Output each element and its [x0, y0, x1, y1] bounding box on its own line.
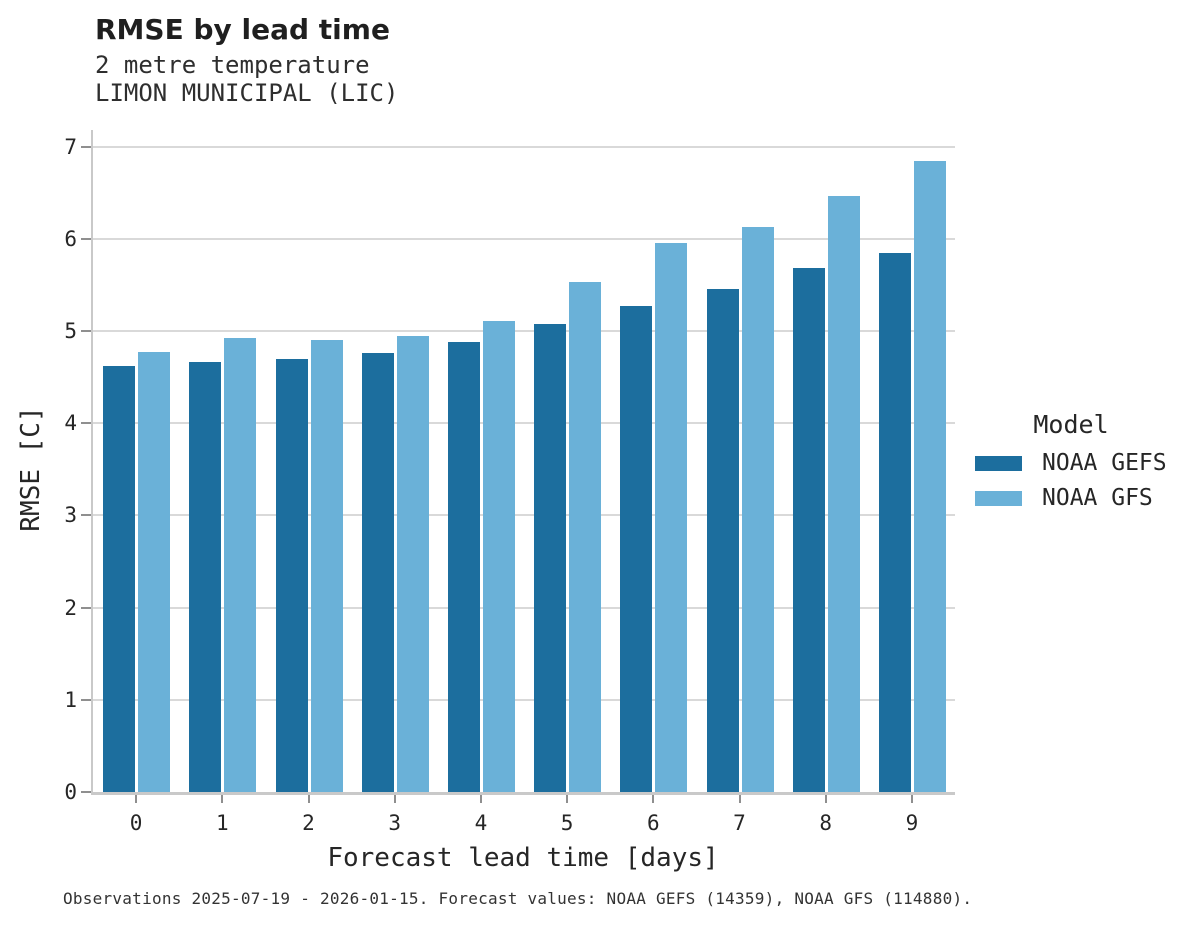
bar-noaa-gfs-lead-2 [310, 340, 343, 792]
y-tick-label-6: 6 [64, 226, 77, 251]
y-tick-7 [81, 145, 91, 148]
x-tick-label-6: 6 [646, 811, 660, 835]
legend-label-noaa-gfs: NOAA GFS [1042, 485, 1153, 511]
legend-label-noaa-gefs: NOAA GEFS [1042, 450, 1167, 476]
x-tick-2 [307, 795, 310, 803]
y-tick-label-1: 1 [64, 687, 77, 712]
legend-swatch-noaa-gefs [975, 455, 1022, 471]
x-tick-7 [738, 795, 741, 803]
plot-area: 0 1 2 3 4 5 6 7 0 1 2 3 4 5 6 7 8 9 [64, 130, 955, 835]
chart-title: RMSE by lead time [95, 13, 390, 46]
gridline-y-3 [93, 514, 955, 517]
x-tick-label-0: 0 [129, 811, 143, 835]
x-tick-1 [221, 795, 224, 803]
legend: Model NOAA GEFS NOAA GFS [975, 410, 1195, 513]
gridline-y-7 [93, 145, 955, 148]
bar-noaa-gefs-lead-9 [878, 253, 911, 792]
y-tick-3 [81, 514, 91, 517]
y-tick-label-2: 2 [64, 595, 77, 620]
bar-noaa-gfs-lead-8 [827, 196, 860, 792]
x-tick-label-1: 1 [215, 811, 229, 835]
bar-noaa-gfs-lead-1 [224, 338, 257, 792]
y-axis-title: RMSE [C] [16, 406, 46, 532]
y-tick-1 [81, 698, 91, 701]
bar-noaa-gefs-lead-6 [620, 306, 653, 792]
gridline-y-6 [93, 237, 955, 240]
x-tick-3 [393, 795, 396, 803]
chart-subtitle-station: LIMON MUNICIPAL (LIC) [95, 79, 399, 107]
y-tick-4 [81, 422, 91, 425]
x-tick-6 [652, 795, 655, 803]
bar-noaa-gfs-lead-4 [482, 320, 515, 792]
bar-noaa-gefs-lead-8 [792, 268, 825, 792]
y-tick-6 [81, 237, 91, 240]
x-tick-label-4: 4 [474, 811, 488, 835]
y-tick-label-0: 0 [64, 780, 77, 804]
x-tick-label-5: 5 [560, 811, 574, 835]
y-tick-2 [81, 606, 91, 609]
chart-subtitle-variable: 2 metre temperature [95, 51, 370, 79]
y-tick-5 [81, 329, 91, 332]
bar-noaa-gefs-lead-7 [706, 289, 739, 792]
bar-noaa-gefs-lead-1 [189, 362, 222, 792]
bar-noaa-gefs-lead-4 [447, 342, 480, 792]
bar-noaa-gfs-lead-9 [913, 161, 946, 792]
gridline-y-2 [93, 606, 955, 609]
x-tick-label-3: 3 [388, 811, 402, 835]
bar-noaa-gfs-lead-3 [396, 335, 429, 792]
x-tick-9 [910, 795, 913, 803]
gridline-y-5 [93, 329, 955, 332]
y-tick-label-5: 5 [64, 318, 77, 343]
bar-noaa-gfs-lead-6 [655, 243, 688, 792]
gridline-y-4 [93, 422, 955, 425]
x-tick-5 [566, 795, 569, 803]
bar-noaa-gefs-lead-0 [103, 365, 136, 792]
bar-noaa-gfs-lead-5 [569, 282, 602, 792]
x-tick-4 [479, 795, 482, 803]
x-axis-title: Forecast lead time [days] [327, 843, 719, 873]
bar-noaa-gefs-lead-3 [361, 353, 394, 792]
x-tick-label-8: 8 [819, 811, 833, 835]
legend-title: Model [1033, 410, 1109, 439]
y-tick-0 [81, 791, 91, 793]
x-tick-8 [824, 795, 827, 803]
footer-note: Observations 2025-07-19 - 2026-01-15. Fo… [63, 889, 973, 908]
legend-item-noaa-gefs: NOAA GEFS [975, 448, 1195, 478]
x-tick-label-9: 9 [905, 811, 919, 835]
x-tick-0 [135, 795, 138, 803]
y-tick-label-3: 3 [64, 503, 77, 528]
bar-noaa-gfs-lead-0 [138, 352, 171, 792]
bar-noaa-gfs-lead-7 [741, 226, 774, 792]
bar-noaa-gefs-lead-5 [534, 323, 567, 792]
y-tick-label-7: 7 [64, 134, 77, 159]
legend-item-noaa-gfs: NOAA GFS [975, 483, 1195, 513]
gridline-y-1 [93, 698, 955, 701]
bar-noaa-gefs-lead-2 [275, 358, 308, 792]
x-tick-label-7: 7 [733, 811, 746, 835]
legend-swatch-noaa-gfs [975, 490, 1022, 506]
y-tick-label-4: 4 [64, 411, 77, 436]
x-tick-label-2: 2 [302, 811, 315, 835]
